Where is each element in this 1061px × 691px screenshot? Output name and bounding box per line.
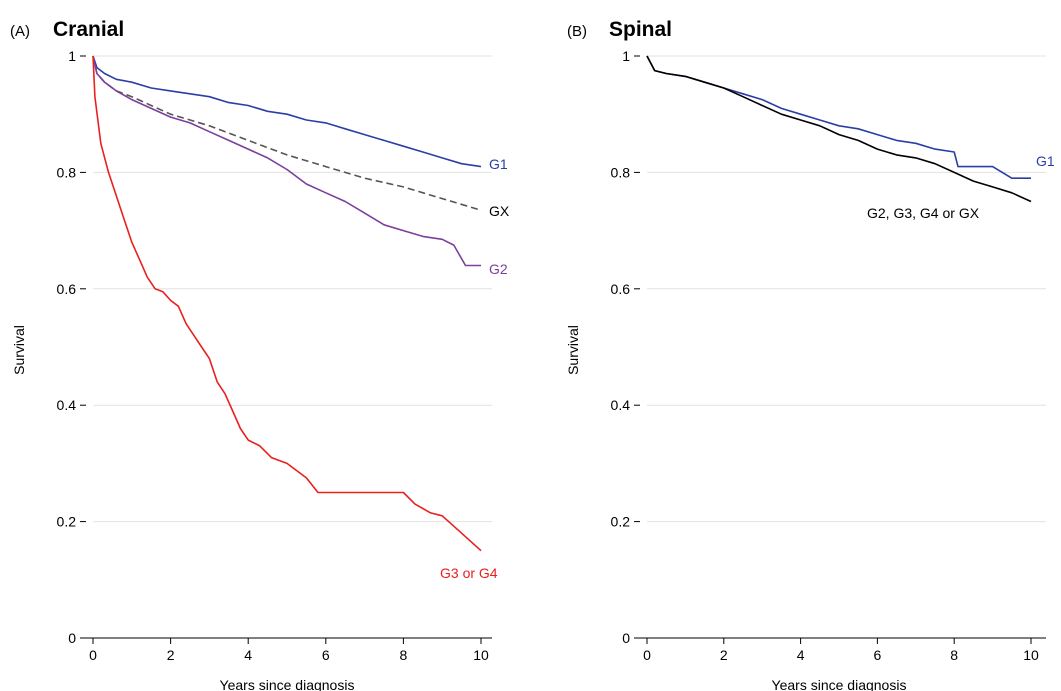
y-tick-label: 1 [622,48,630,64]
series-labels: G1 GX G2 G3 or G4 [440,156,510,581]
chart-title: Spinal [609,18,672,41]
y-tick-label: 0.4 [611,397,631,413]
y-tick-label: 0.8 [611,164,631,180]
y-tick-label: 0.2 [57,514,77,530]
series-line-g1 [92,55,482,168]
y-axis-title: Survival [565,325,581,375]
panel-label: (A) [10,23,30,40]
series-label-g2-g3-g4-or-gx: G2, G3, G4 or GX [867,205,980,221]
y-tick-label: 0.2 [611,514,631,530]
y-tick-label: 0.4 [57,397,77,413]
x-axis-title: Years since diagnosis [220,677,355,691]
y-tick-label: 0.6 [611,281,631,297]
x-tick-label: 8 [950,647,958,663]
panel-a-cranial: (A) Cranial 00.20.40.60.81 0 2 4 6 8 10 G1GXG… [10,18,510,691]
x-tick-labels: 0 2 4 6 8 10 [643,647,1039,663]
x-tick-label: 10 [473,647,489,663]
y-axis-title: Survival [11,325,27,375]
series-labels: G1 G2, G3, G4 or GX [867,153,1055,221]
series-line-gx [92,55,482,211]
y-tick-labels: 0 0.2 0.4 0.6 0.8 1 [57,48,77,646]
axes [80,55,492,644]
y-tick-labels: 0 0.2 0.4 0.6 0.8 1 [611,48,631,646]
x-tick-label: 10 [1023,647,1039,663]
series-label-g1: G1 [1036,153,1055,169]
series-line-g2-g3-g4-or-gx [646,55,1032,203]
panel-b-spinal: (B) Spinal 0 0.2 0.4 0.6 0.8 1 0 2 4 6 8 10 G1 G2, … [565,18,1055,691]
x-tick-label: 2 [720,647,728,663]
y-tick-label: 0 [68,630,76,646]
y-tick-label: 0.6 [57,281,77,297]
grid [647,55,1046,523]
x-tick-labels: 0 2 4 6 8 10 [89,647,489,663]
series-label-g3-or-g4: G3 or G4 [440,565,498,581]
panel-label: (B) [567,23,587,40]
x-tick-label: 0 [643,647,651,663]
y-tick-label: 0.8 [57,164,77,180]
series-lines [92,55,482,552]
x-tick-label: 8 [400,647,408,663]
x-tick-label: 6 [322,647,330,663]
series-label-gx: GX [489,203,510,219]
axes [634,55,1046,644]
x-axis-title: Years since diagnosis [772,677,907,691]
series-lines [646,55,1032,203]
grid [93,55,492,523]
series-label-g1: G1 [489,156,508,172]
x-tick-label: 6 [874,647,882,663]
series-line-g2 [92,55,481,267]
y-tick-label: 0 [622,630,630,646]
x-tick-label: 2 [167,647,175,663]
x-tick-label: 0 [89,647,97,663]
x-tick-label: 4 [244,647,252,663]
series-line-g1 [646,55,1031,179]
series-line-g3-or-g4 [92,55,482,552]
y-tick-label: 1 [68,48,76,64]
series-label-g2: G2 [489,261,508,277]
chart-title: Cranial [53,18,124,41]
x-tick-label: 4 [797,647,805,663]
